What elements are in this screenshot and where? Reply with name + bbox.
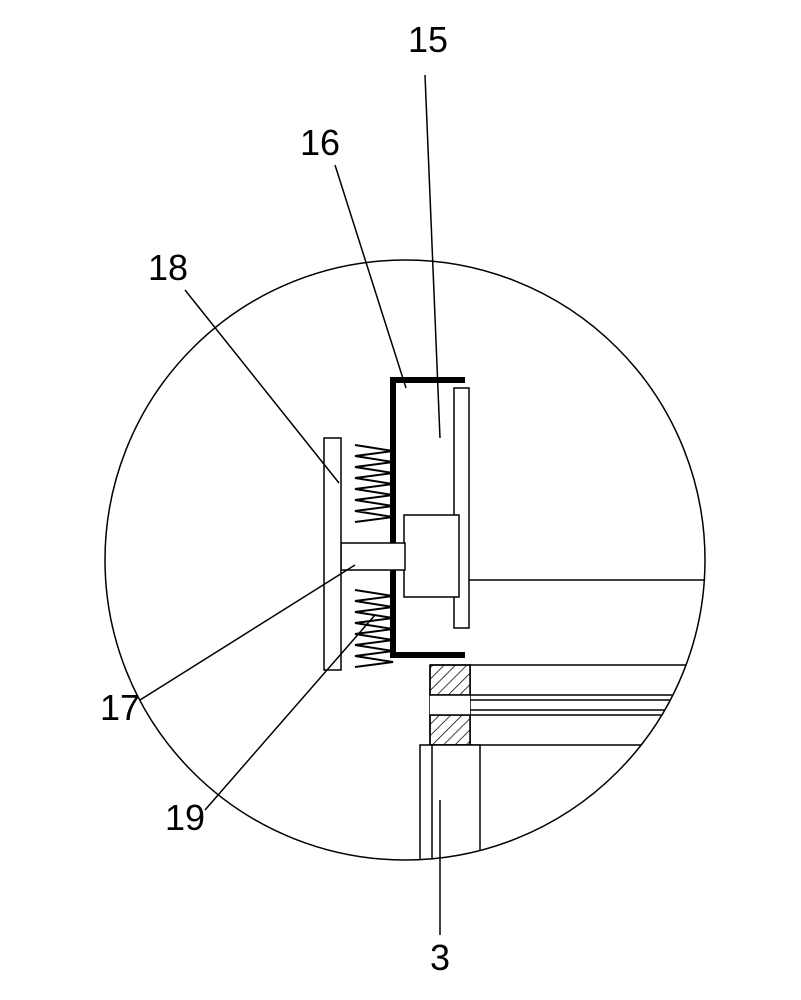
label-15: 15	[408, 19, 448, 60]
label-18: 18	[148, 247, 188, 288]
label-3: 3	[430, 937, 450, 978]
label-19: 19	[165, 797, 205, 838]
engineering-diagram: 15 16 18 17 19 3	[0, 0, 801, 1000]
label-17: 17	[100, 687, 140, 728]
label-16: 16	[300, 122, 340, 163]
